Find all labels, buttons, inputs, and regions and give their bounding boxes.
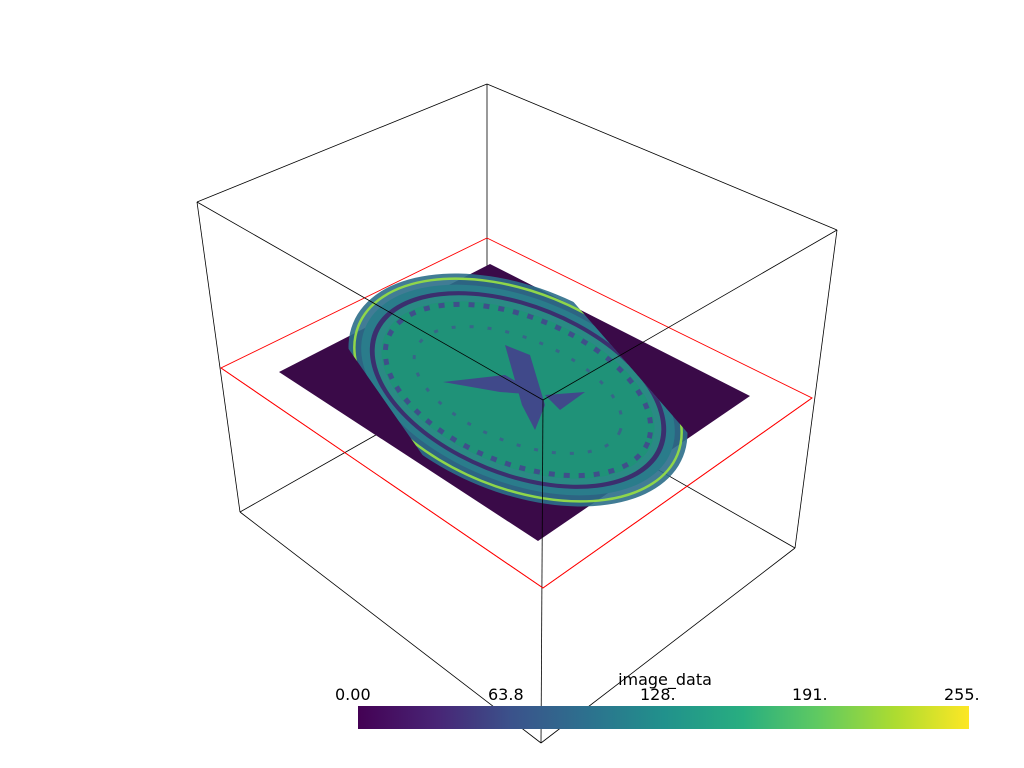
tick-label: 191. xyxy=(792,685,828,704)
tick-label: 128. xyxy=(640,685,676,704)
colorbar-gradient xyxy=(358,706,969,729)
tick-label: 63.8 xyxy=(488,685,524,704)
tick-label: 255. xyxy=(944,685,980,704)
scalar-bar: image_data 0.00 63.8 128. 191. 255. xyxy=(335,670,980,729)
tick-label: 0.00 xyxy=(335,685,371,704)
scalar-bar-title: image_data xyxy=(618,670,712,690)
slice-outline-front xyxy=(220,367,813,589)
mri-slice-plane xyxy=(279,264,750,541)
